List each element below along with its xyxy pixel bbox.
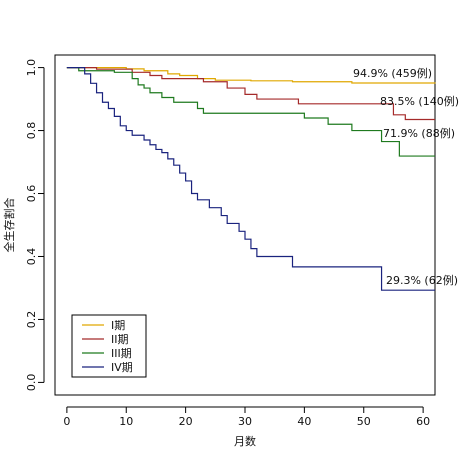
x-tick-label: 60 [416, 415, 430, 428]
survival-curve-series-3 [66, 66, 435, 157]
legend-label-series-1: I期 [111, 319, 125, 332]
curve-annotations: 94.9% (459例) 83.5% (140例) 71.9% (88例) 29.3%… [353, 66, 459, 287]
legend-label-series-2: II期 [111, 333, 129, 346]
curve-annotation-series-1: 94.9% (459例) [353, 66, 432, 80]
y-tick-label: 0.2 [25, 311, 38, 329]
x-axis-title: 月数 [234, 435, 256, 448]
x-tick-label: 10 [119, 415, 133, 428]
y-axis-title: 全生存割合 [2, 198, 16, 253]
legend-label-series-4: IV期 [111, 361, 133, 374]
y-tick-label: 0.6 [25, 185, 38, 203]
x-tick-label: 20 [179, 415, 193, 428]
y-axis: 0.0 0.2 0.4 0.6 0.8 1.0 [25, 59, 45, 392]
survival-curve-series-1 [66, 66, 436, 84]
y-tick-label: 0.4 [25, 248, 38, 266]
survival-curves [66, 66, 436, 291]
legend-box [71, 314, 147, 378]
legend-label-series-3: III期 [111, 347, 132, 360]
x-tick-label: 50 [357, 415, 371, 428]
survival-curve-series-4 [66, 66, 435, 291]
x-axis: 0 10 20 30 40 50 60 [63, 406, 430, 428]
plot-frame [54, 54, 436, 396]
curve-annotation-series-4: 29.3% (62例) [386, 273, 458, 287]
curve-annotation-series-2: 83.5% (140例) [380, 94, 459, 108]
curve-annotation-series-3: 71.9% (88例) [383, 126, 455, 140]
y-tick-label: 1.0 [25, 59, 38, 77]
y-tick-label: 0.8 [25, 122, 38, 140]
x-tick-label: 30 [238, 415, 252, 428]
y-tick-label: 0.0 [25, 374, 38, 392]
x-tick-label: 0 [63, 415, 70, 428]
x-tick-label: 40 [297, 415, 311, 428]
